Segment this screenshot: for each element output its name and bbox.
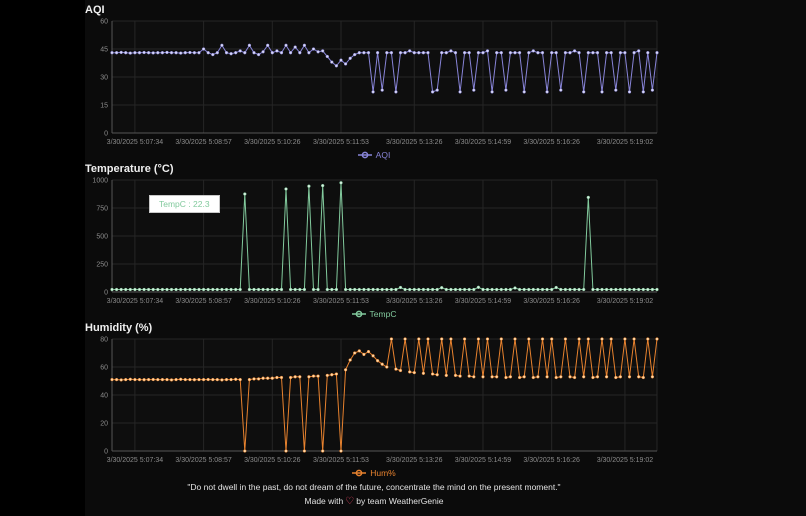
- svg-text:3/30/2025 5:10:26: 3/30/2025 5:10:26: [244, 139, 301, 146]
- temperature-chart-section: Temperature (°C) 0 250 500 750 1000 3/30/2025…: [85, 163, 663, 320]
- svg-text:30: 30: [100, 75, 108, 82]
- svg-text:80: 80: [100, 337, 108, 344]
- svg-text:3/30/2025 5:13:26: 3/30/2025 5:13:26: [386, 139, 443, 146]
- svg-text:3/30/2025 5:16:26: 3/30/2025 5:16:26: [523, 139, 580, 146]
- temperature-legend: TempC: [85, 308, 663, 320]
- line-legend-icon: [357, 151, 372, 159]
- svg-text:3/30/2025 5:14:59: 3/30/2025 5:14:59: [455, 457, 512, 464]
- svg-text:3/30/2025 5:07:34: 3/30/2025 5:07:34: [107, 139, 164, 146]
- aqi-legend: AQI: [85, 149, 663, 161]
- svg-text:3/30/2025 5:08:57: 3/30/2025 5:08:57: [175, 457, 232, 464]
- credit-prefix: Made with: [304, 496, 344, 506]
- svg-text:3/30/2025 5:10:26: 3/30/2025 5:10:26: [244, 457, 301, 464]
- svg-text:60: 60: [100, 19, 108, 26]
- humidity-chart-title: Humidity (%): [85, 322, 153, 334]
- svg-text:45: 45: [100, 47, 108, 54]
- humidity-legend: Hum%: [85, 467, 663, 479]
- svg-text:3/30/2025 5:08:57: 3/30/2025 5:08:57: [175, 139, 232, 146]
- svg-text:3/30/2025 5:16:26: 3/30/2025 5:16:26: [523, 457, 580, 464]
- chart-tooltip: TempC : 22.3: [149, 195, 220, 213]
- svg-text:250: 250: [96, 262, 108, 269]
- svg-text:3/30/2025 5:08:57: 3/30/2025 5:08:57: [175, 298, 232, 305]
- svg-text:0: 0: [104, 290, 108, 297]
- svg-text:3/30/2025 5:13:26: 3/30/2025 5:13:26: [386, 457, 443, 464]
- svg-text:3/30/2025 5:13:26: 3/30/2025 5:13:26: [386, 298, 443, 305]
- aqi-chart-section: AQI 0 15 30 45 60 3/30/2025 5:07:34 3/30/2025 …: [85, 4, 663, 161]
- svg-text:3/30/2025 5:19:02: 3/30/2025 5:19:02: [597, 298, 654, 305]
- temperature-legend-label: TempC: [369, 309, 397, 319]
- svg-text:3/30/2025 5:16:26: 3/30/2025 5:16:26: [523, 298, 580, 305]
- heart-icon: ♡: [345, 496, 355, 507]
- svg-text:20: 20: [100, 421, 108, 428]
- temperature-chart-title: Temperature (°C): [85, 163, 174, 175]
- svg-text:3/30/2025 5:10:26: 3/30/2025 5:10:26: [244, 298, 301, 305]
- tooltip-value: TempC : 22.3: [159, 199, 210, 209]
- svg-text:3/30/2025 5:14:59: 3/30/2025 5:14:59: [455, 139, 512, 146]
- svg-text:3/30/2025 5:19:02: 3/30/2025 5:19:02: [597, 457, 654, 464]
- svg-text:0: 0: [104, 131, 108, 138]
- humidity-chart-canvas[interactable]: 0 20 40 60 80 3/30/2025 5:07:34 3/30/2025 5:08…: [85, 335, 663, 469]
- line-legend-icon: [351, 310, 366, 318]
- charts-column: AQI 0 15 30 45 60 3/30/2025 5:07:34 3/30/2025 …: [85, 4, 663, 507]
- svg-text:0: 0: [104, 449, 108, 456]
- aqi-legend-label: AQI: [375, 150, 391, 160]
- svg-text:750: 750: [96, 206, 108, 213]
- footer-quote: "Do not dwell in the past, do not dream …: [187, 482, 561, 492]
- svg-text:3/30/2025 5:07:34: 3/30/2025 5:07:34: [107, 298, 164, 305]
- aqi-chart-title: AQI: [85, 4, 105, 16]
- svg-text:1000: 1000: [92, 178, 108, 185]
- footer-credit: Made with ♡ by team WeatherGenie: [85, 496, 663, 507]
- svg-text:3/30/2025 5:07:34: 3/30/2025 5:07:34: [107, 457, 164, 464]
- line-legend-icon: [352, 469, 367, 477]
- temperature-legend-item[interactable]: TempC: [351, 309, 397, 319]
- humidity-legend-label: Hum%: [370, 468, 396, 478]
- svg-text:3/30/2025 5:19:02: 3/30/2025 5:19:02: [597, 139, 654, 146]
- svg-text:3/30/2025 5:14:59: 3/30/2025 5:14:59: [455, 298, 512, 305]
- svg-text:500: 500: [96, 234, 108, 241]
- aqi-chart-canvas[interactable]: 0 15 30 45 60 3/30/2025 5:07:34 3/30/2025 5:08…: [85, 17, 663, 151]
- humidity-chart-section: Humidity (%) 0 20 40 60 80 3/30/2025 5:07:34 3…: [85, 322, 663, 479]
- dashboard-panel: AQI 0 15 30 45 60 3/30/2025 5:07:34 3/30/2025 …: [85, 0, 806, 516]
- svg-text:15: 15: [100, 103, 108, 110]
- svg-text:3/30/2025 5:11:53: 3/30/2025 5:11:53: [313, 298, 369, 305]
- aqi-legend-item[interactable]: AQI: [357, 150, 391, 160]
- svg-text:60: 60: [100, 365, 108, 372]
- svg-text:40: 40: [100, 393, 108, 400]
- credit-suffix: by team WeatherGenie: [356, 496, 444, 506]
- humidity-legend-item[interactable]: Hum%: [352, 468, 396, 478]
- svg-text:3/30/2025 5:11:53: 3/30/2025 5:11:53: [313, 457, 369, 464]
- svg-text:3/30/2025 5:11:53: 3/30/2025 5:11:53: [313, 139, 369, 146]
